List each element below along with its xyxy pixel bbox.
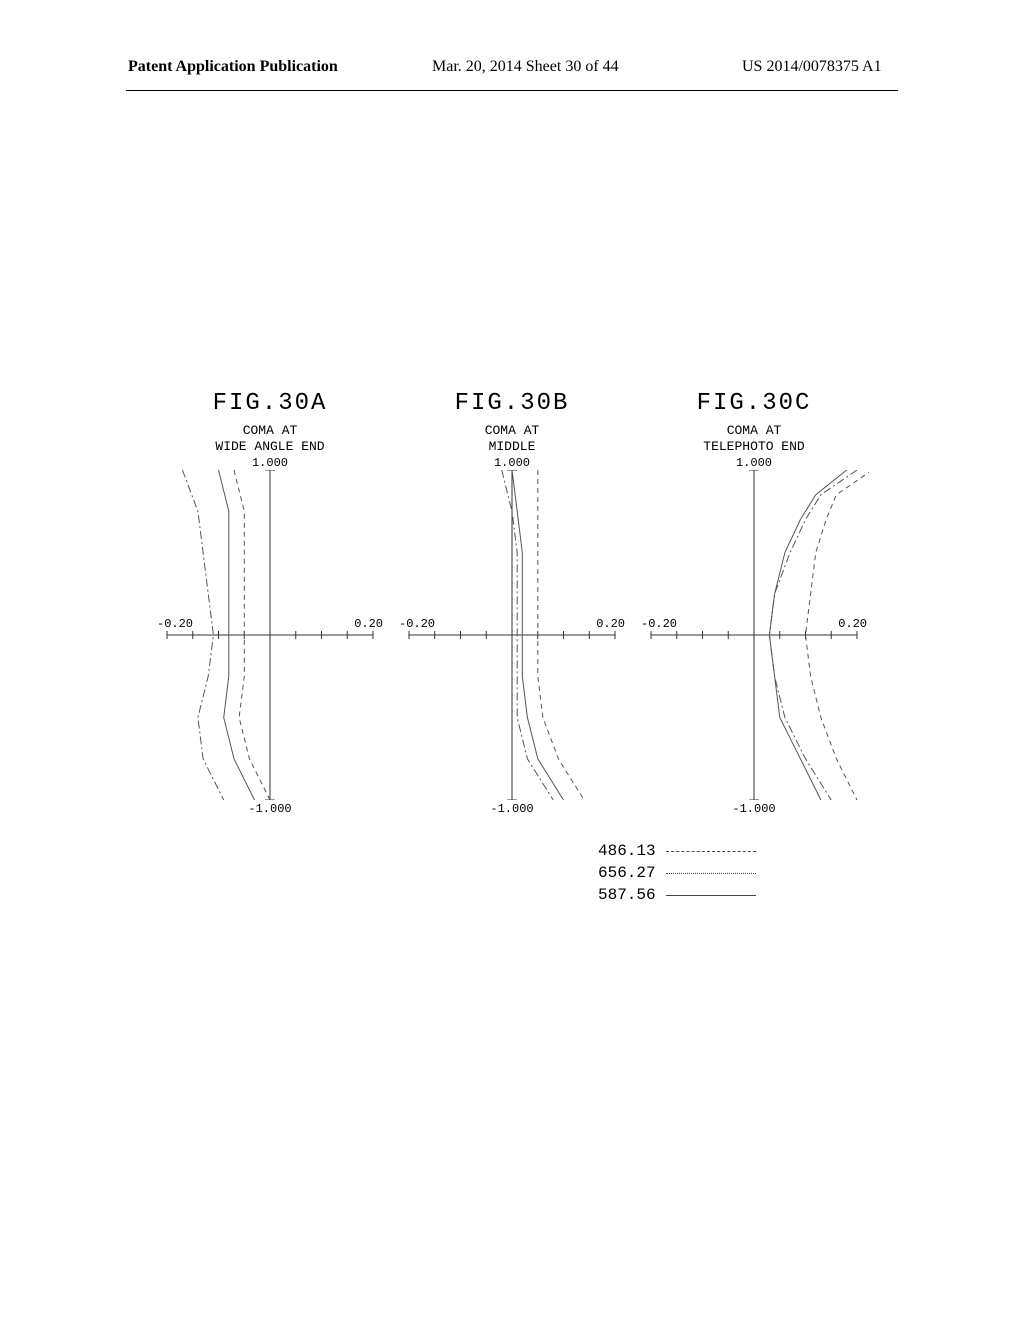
wavelength-legend: 486.13 656.27 587.56 bbox=[598, 840, 756, 906]
legend-row: 656.27 bbox=[598, 862, 756, 884]
legend-line-sample bbox=[666, 873, 756, 874]
figure-title: FIG.30A bbox=[213, 390, 328, 417]
figure-column: FIG.30B COMA AT MIDDLE 1.000 -0.20 0.20 -1.00… bbox=[397, 390, 627, 816]
legend-row: 486.13 bbox=[598, 840, 756, 862]
y-top-label: 1.000 bbox=[736, 456, 772, 470]
y-top-label: 1.000 bbox=[252, 456, 288, 470]
figure-subtitle: COMA AT MIDDLE bbox=[485, 423, 540, 454]
legend-row: 587.56 bbox=[598, 884, 756, 906]
x-right-label: 0.20 bbox=[354, 617, 383, 631]
chart-svg bbox=[639, 470, 869, 800]
header-right: US 2014/0078375 A1 bbox=[742, 58, 882, 76]
figure-subtitle: COMA AT TELEPHOTO END bbox=[703, 423, 804, 454]
figures-row: FIG.30A COMA AT WIDE ANGLE END 1.000 -0.20 0… bbox=[0, 390, 1024, 816]
figure-title: FIG.30C bbox=[697, 390, 812, 417]
x-left-label: -0.20 bbox=[157, 617, 193, 631]
header-rule bbox=[126, 90, 898, 91]
x-right-label: 0.20 bbox=[838, 617, 867, 631]
y-top-label: 1.000 bbox=[494, 456, 530, 470]
header-left: Patent Application Publication bbox=[128, 58, 338, 76]
x-left-label: -0.20 bbox=[399, 617, 435, 631]
x-left-label: -0.20 bbox=[641, 617, 677, 631]
figure-subtitle: COMA AT WIDE ANGLE END bbox=[215, 423, 324, 454]
legend-wavelength: 587.56 bbox=[598, 886, 656, 904]
coma-chart: -0.20 0.20 bbox=[155, 470, 385, 800]
legend-line-sample bbox=[666, 895, 756, 896]
y-bottom-label: -1.000 bbox=[732, 802, 775, 816]
legend-wavelength: 656.27 bbox=[598, 864, 656, 882]
chart-svg bbox=[155, 470, 385, 800]
coma-chart: -0.20 0.20 bbox=[397, 470, 627, 800]
y-bottom-label: -1.000 bbox=[248, 802, 291, 816]
figure-title: FIG.30B bbox=[455, 390, 570, 417]
legend-wavelength: 486.13 bbox=[598, 842, 656, 860]
y-bottom-label: -1.000 bbox=[490, 802, 533, 816]
figure-column: FIG.30A COMA AT WIDE ANGLE END 1.000 -0.20 0… bbox=[155, 390, 385, 816]
chart-svg bbox=[397, 470, 627, 800]
x-right-label: 0.20 bbox=[596, 617, 625, 631]
header-mid: Mar. 20, 2014 Sheet 30 of 44 bbox=[432, 58, 619, 76]
coma-chart: -0.20 0.20 bbox=[639, 470, 869, 800]
legend-line-sample bbox=[666, 851, 756, 852]
figure-column: FIG.30C COMA AT TELEPHOTO END 1.000 -0.20 0.… bbox=[639, 390, 869, 816]
page: Patent Application Publication Mar. 20, … bbox=[0, 0, 1024, 1320]
